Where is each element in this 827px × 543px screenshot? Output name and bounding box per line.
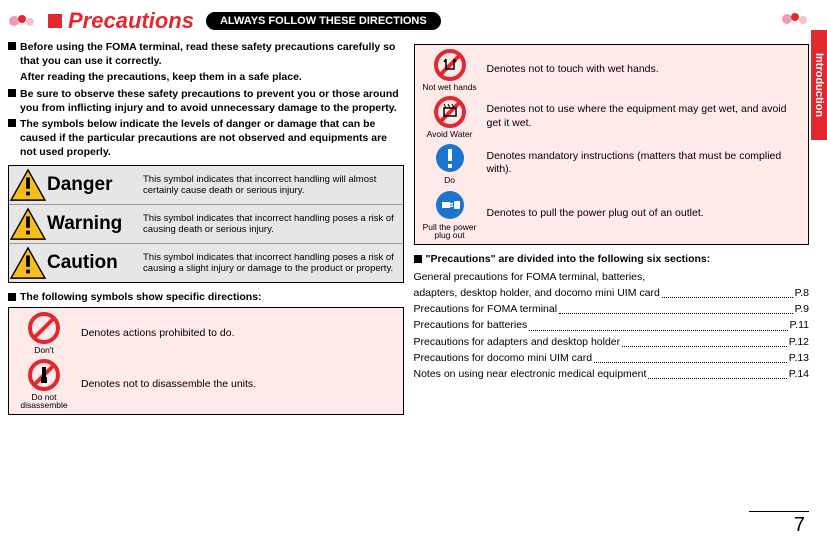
toc-row: Precautions for docomo mini UIM cardP.13 [414,350,810,366]
icon-desc: Denotes not to disassemble the units. [81,378,256,392]
intro-line: After reading the precautions, keep them… [20,70,302,84]
intro-line: The symbols below indicate the levels of… [20,117,404,160]
left-icon-box: Don't Denotes actions prohibited to do. … [8,307,404,415]
intro-line: Before using the FOMA terminal, read the… [20,40,404,68]
right-column: Not wet hands Denotes not to touch with … [414,40,810,415]
icon-desc: Denotes not to touch with wet hands. [487,63,659,77]
level-row-caution: Caution This symbol indicates that incor… [9,244,403,282]
toc-row: Precautions for batteriesP.11 [414,317,810,333]
side-tab: Introduction [811,30,827,140]
bullet-icon [8,42,16,50]
icon-row-disassemble: Do not disassemble Denotes not to disass… [9,357,403,412]
page: Precautions ALWAYS FOLLOW THESE DIRECTIO… [0,0,827,543]
page-title: Precautions [48,8,194,34]
disassemble-icon: Do not disassemble [15,359,73,410]
dont-icon: Don't [15,312,73,355]
icon-desc: Denotes mandatory instructions (matters … [487,150,803,177]
icon-row-water: Avoid Water Denotes not to use where the… [415,94,809,141]
level-row-danger: Danger This symbol indicates that incorr… [9,166,403,205]
level-name: Caution [47,252,143,274]
icon-row-plug: Pull the power plug out Denotes to pull … [415,187,809,242]
level-name: Danger [47,174,143,196]
toc-row: Precautions for FOMA terminalP.9 [414,301,810,317]
warning-triangle-icon [9,205,47,243]
toc-row: General precautions for FOMA terminal, b… [414,269,810,285]
bullet-icon [8,119,16,127]
subtitle-pill: ALWAYS FOLLOW THESE DIRECTIONS [206,12,441,30]
caution-triangle-icon [9,244,47,282]
icon-desc: Denotes actions prohibited to do. [81,327,235,341]
icon-desc: Denotes not to use where the equipment m… [487,103,803,130]
plug-icon: Pull the power plug out [421,189,479,240]
icon-row-dont: Don't Denotes actions prohibited to do. [9,310,403,357]
danger-triangle-icon [9,166,47,204]
toc-row: Precautions for adapters and desktop hol… [414,334,810,350]
icon-desc: Denotes to pull the power plug out of an… [487,207,704,221]
level-desc: This symbol indicates that incorrect han… [143,210,403,239]
water-icon: Avoid Water [421,96,479,139]
icon-row-wethands: Not wet hands Denotes not to touch with … [415,47,809,94]
directions-heading: The following symbols show specific dire… [8,291,404,303]
header-bar: Precautions ALWAYS FOLLOW THESE DIRECTIO… [8,8,809,34]
toc-row: adapters, desktop holder, and docomo min… [414,285,810,301]
page-number: 7 [794,514,805,537]
level-box: Danger This symbol indicates that incorr… [8,165,404,283]
level-row-warning: Warning This symbol indicates that incor… [9,205,403,244]
toc: General precautions for FOMA terminal, b… [414,269,810,383]
flower-ornament-right [781,10,809,28]
intro-bullets: Before using the FOMA terminal, read the… [8,40,404,159]
level-desc: This symbol indicates that incorrect han… [143,171,403,200]
do-icon: Do [421,142,479,185]
wethands-icon: Not wet hands [421,49,479,92]
left-column: Before using the FOMA terminal, read the… [8,40,404,415]
icon-row-do: Do Denotes mandatory instructions (matte… [415,140,809,187]
level-desc: This symbol indicates that incorrect han… [143,249,403,278]
bullet-icon [414,255,422,263]
right-icon-box: Not wet hands Denotes not to touch with … [414,44,810,245]
intro-line: Be sure to observe these safety precauti… [20,87,404,115]
level-name: Warning [47,213,143,235]
bullet-icon [8,293,16,301]
sections-heading: "Precautions" are divided into the follo… [414,253,810,265]
flower-ornament-left [8,12,36,30]
toc-row: Notes on using near electronic medical e… [414,366,810,382]
columns: Before using the FOMA terminal, read the… [8,40,809,415]
bullet-icon [8,89,16,97]
